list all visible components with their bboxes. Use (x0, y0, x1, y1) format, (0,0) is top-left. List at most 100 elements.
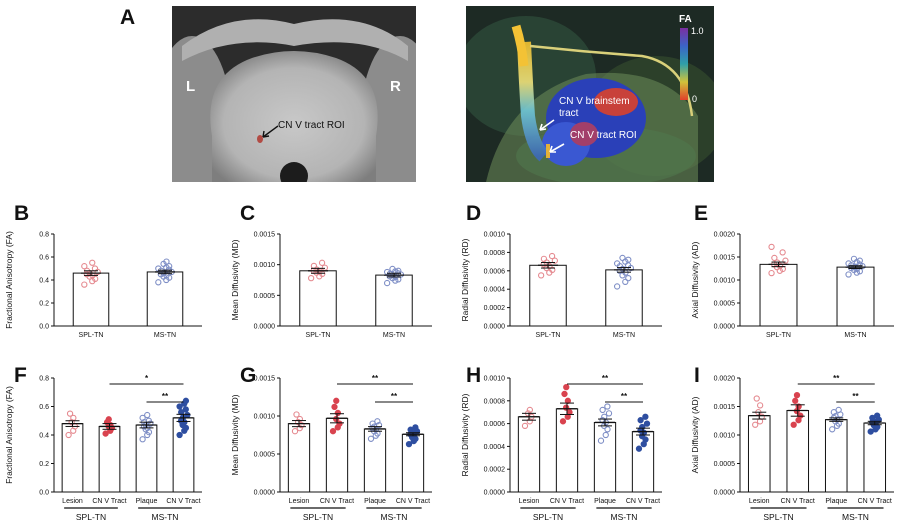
bar (375, 274, 413, 327)
x-tick-label: Plaque (364, 498, 386, 505)
x-tick-label: SPL-TN (306, 332, 331, 339)
bar (146, 271, 184, 327)
y-tick-label: 0.0020 (714, 376, 736, 383)
panel-letter-e: E (694, 202, 709, 225)
data-point (65, 431, 72, 439)
data-point (163, 258, 170, 265)
data-point (296, 425, 303, 432)
bar (517, 416, 541, 493)
x-tick-label: CN V Tract (781, 498, 815, 505)
data-point (605, 410, 613, 417)
data-point (166, 263, 173, 270)
data-point (155, 265, 162, 272)
y-axis-label: Fractional Anisotropy (FA) (4, 386, 14, 484)
data-point (768, 269, 775, 277)
data-point (562, 404, 570, 411)
y-tick-label: 0.2 (39, 301, 49, 308)
significance-label: ** (852, 392, 859, 401)
x-tick-label: Lesion (519, 498, 540, 505)
x-tick-label: Lesion (289, 498, 310, 505)
y-tick-label: 0.0000 (254, 490, 276, 497)
panel-letter-d: D (466, 202, 482, 225)
bar (863, 422, 887, 493)
group-label: SPL-TN (533, 512, 563, 522)
data-point (291, 428, 299, 435)
chart-md-spl-ms: Mean Diffusivity (MD) 0.0000 0.0005 0.0010 0… (230, 232, 432, 339)
colorbar-title: FA (679, 14, 692, 25)
y-tick-label: 0.0005 (714, 301, 736, 308)
data-point (830, 409, 837, 416)
chart-rd-spl-ms: Radial Diffusivity (RD) 0.0000 0.0002 0.000… (460, 232, 662, 339)
y-axis-label: Radial Diffusivity (RD) (460, 393, 470, 476)
tractography-drawing (466, 6, 714, 182)
brainstem-tract-label-line2: tract (559, 108, 579, 119)
data-point (625, 275, 632, 282)
significance-label: ** (391, 392, 398, 401)
panel-letter-f: F (14, 364, 27, 387)
y-tick-label: 0.0010 (714, 433, 736, 440)
data-point (540, 255, 548, 262)
group-label: MS-TN (842, 512, 869, 522)
data-point (597, 437, 605, 444)
data-point (867, 428, 874, 435)
data-point (89, 259, 96, 266)
data-point (613, 260, 621, 267)
data-point (105, 416, 112, 423)
data-point (182, 397, 190, 404)
data-point (793, 391, 801, 399)
bar (287, 423, 311, 493)
panel-letter-a: A (120, 6, 136, 29)
chart-ad-lesion-tract: Axial Diffusivity (AD) 0.0000 0.0005 0.0010… (690, 374, 894, 522)
data-point (642, 413, 649, 420)
data-point (81, 263, 88, 270)
group-label: SPL-TN (763, 512, 793, 522)
data-point (869, 414, 876, 422)
roi-arrow-icon (262, 125, 279, 138)
x-tick-label: MS-TN (154, 332, 176, 339)
data-point (548, 252, 556, 260)
data-point (383, 279, 391, 287)
y-tick-label: 0.0010 (714, 278, 736, 285)
data-point (792, 397, 799, 404)
data-point (845, 271, 852, 278)
data-point (604, 426, 611, 433)
data-point (139, 414, 146, 422)
bar (299, 270, 337, 327)
x-tick-label: Plaque (594, 498, 616, 505)
y-axis-label: Mean Diffusivity (MD) (230, 239, 240, 320)
data-point (643, 420, 651, 427)
y-tick-label: 0.0008 (484, 398, 506, 405)
y-tick-label: 0.0002 (484, 467, 506, 474)
data-point (619, 254, 626, 262)
bar (605, 269, 643, 327)
data-point (563, 383, 570, 391)
significance-label: ** (602, 374, 609, 383)
y-tick-label: 0.2 (39, 461, 49, 468)
y-tick-label: 0.0002 (484, 305, 506, 312)
y-tick-label: 0.0004 (484, 287, 506, 294)
data-point (829, 426, 836, 433)
group-label: MS-TN (381, 512, 408, 522)
x-tick-label: CN V Tract (550, 498, 584, 505)
bar (824, 419, 848, 493)
y-tick-label: 0.0015 (714, 404, 736, 411)
y-tick-label: 0.6 (39, 404, 49, 411)
tract-roi-label: CN V tract ROI (570, 130, 637, 141)
x-tick-label: CN V Tract (166, 498, 200, 505)
panel-letter-h: H (466, 364, 482, 387)
bar (72, 272, 110, 327)
panel-letter-g: G (240, 364, 257, 387)
y-tick-label: 0.8 (39, 232, 49, 239)
data-point (331, 403, 338, 411)
data-point (375, 421, 383, 429)
y-tick-label: 0.0004 (484, 444, 506, 451)
data-point (637, 417, 644, 424)
chart-rd-lesion-tract: Radial Diffusivity (RD) 0.0000 0.0002 0.000… (460, 374, 662, 522)
data-point (835, 406, 842, 414)
data-point (145, 417, 152, 424)
data-point (307, 275, 315, 282)
data-point (81, 281, 88, 288)
panel-letter-b: B (14, 202, 30, 225)
x-tick-label: Plaque (136, 498, 158, 505)
y-axis-label: Fractional Anisotropy (FA) (4, 231, 14, 329)
